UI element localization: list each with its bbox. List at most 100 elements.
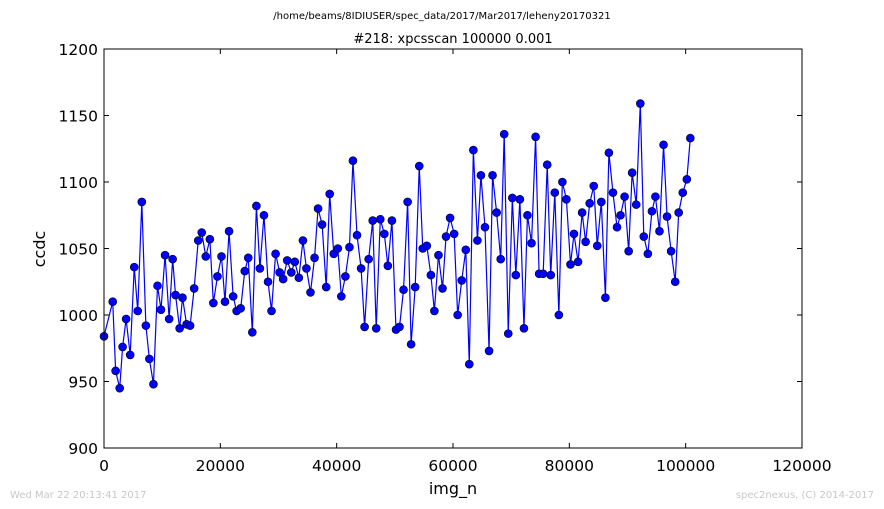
data-point (410, 282, 420, 292)
data-point (371, 323, 381, 333)
data-point (178, 293, 187, 303)
data-point (205, 234, 215, 244)
data-point (252, 201, 261, 211)
data-point (426, 270, 436, 280)
data-point (662, 212, 672, 221)
data-point (616, 210, 625, 220)
data-point (306, 288, 315, 297)
data-point (236, 304, 245, 313)
data-point (682, 175, 692, 184)
data-point (499, 129, 509, 139)
data-point (360, 322, 369, 332)
data-point (383, 261, 393, 271)
data-point (527, 238, 536, 248)
data-point (511, 270, 521, 280)
data-point (356, 264, 366, 273)
data-point (341, 272, 350, 281)
data-point (380, 229, 389, 239)
y-tick-label: 1200 (59, 41, 98, 59)
data-point (438, 284, 447, 293)
data-point (193, 236, 203, 245)
data-point (686, 133, 695, 143)
data-point (399, 285, 408, 295)
data-point (608, 188, 618, 197)
data-point (434, 250, 443, 260)
data-point (601, 293, 610, 303)
data-point (655, 226, 664, 236)
data-point (620, 192, 629, 201)
data-point (480, 222, 490, 232)
data-point (168, 254, 177, 264)
data-point (503, 329, 513, 338)
axis-ticks: 0 20000 40000 60000 80000 100000 120000 900 950 1… (59, 41, 832, 475)
data-point (129, 262, 139, 272)
data-point (185, 321, 195, 330)
data-point (589, 181, 599, 191)
data-point (156, 305, 166, 314)
chart-suptitle: /home/beams/8IDIUSER/spec_data/2017/Mar2… (273, 11, 610, 22)
data-point (492, 208, 501, 217)
data-point (317, 220, 327, 229)
data-point (624, 246, 633, 256)
data-point (290, 257, 300, 267)
data-point (310, 253, 319, 263)
data-point (523, 210, 532, 220)
data-point (597, 197, 606, 207)
x-axis-label: img_n (429, 479, 477, 499)
data-point (592, 241, 602, 251)
data-point (115, 383, 124, 393)
data-point (125, 350, 135, 360)
data-point (395, 322, 404, 332)
data-point (538, 269, 548, 279)
x-tick-label: 120000 (772, 457, 831, 475)
data-point (121, 314, 131, 324)
data-point (197, 228, 207, 237)
data-point (267, 306, 276, 316)
data-point (286, 268, 296, 277)
data-point (313, 204, 323, 213)
data-point (449, 229, 459, 239)
data-point (271, 249, 280, 259)
x-tick-label: 60000 (428, 457, 477, 475)
data-point (255, 264, 265, 273)
data-point (259, 210, 269, 220)
data-point (461, 245, 471, 255)
data-point (321, 282, 331, 292)
data-point (464, 359, 474, 369)
data-point (488, 171, 497, 180)
data-point (387, 216, 397, 225)
data-point (566, 260, 575, 269)
data-point (554, 310, 564, 320)
footer-timestamp: Wed Mar 22 20:13:41 2017 (10, 490, 146, 501)
data-point (220, 297, 230, 307)
data-point (364, 254, 373, 264)
data-point (577, 208, 587, 217)
data-point (137, 197, 147, 207)
data-point (631, 200, 641, 209)
data-point (457, 276, 467, 285)
data-point (635, 99, 645, 108)
data-point (275, 268, 284, 277)
data-point (175, 323, 184, 333)
data-point (550, 188, 560, 197)
data-point (108, 297, 118, 307)
data-point (248, 327, 257, 337)
series-line (103, 103, 691, 389)
data-point (604, 148, 614, 158)
data-point (441, 232, 451, 241)
chart-title: #218: xpcsscan 100000 0.001 (353, 32, 552, 47)
data-point (228, 292, 238, 301)
y-tick-label: 900 (68, 440, 98, 458)
data-point (133, 306, 143, 316)
data-point (430, 306, 439, 316)
data-point (345, 242, 354, 252)
data-point (558, 177, 567, 187)
data-point (519, 323, 529, 333)
data-point (678, 188, 688, 197)
data-point (111, 366, 120, 376)
x-tick-label: 20000 (196, 457, 245, 475)
data-point (302, 264, 311, 273)
footer-credit: spec2nexus, (C) 2014-2017 (736, 490, 874, 501)
data-point (581, 237, 590, 247)
data-point (647, 206, 657, 216)
